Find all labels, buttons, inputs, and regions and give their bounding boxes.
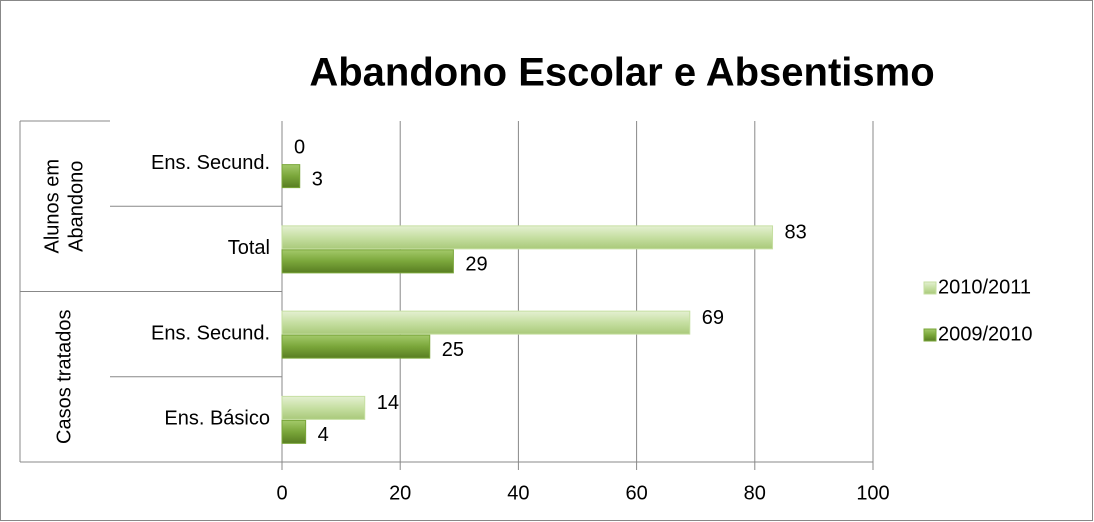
bar: [281, 225, 774, 250]
value-label: 3: [312, 168, 323, 190]
x-tick-label: 0: [276, 482, 287, 504]
group-label: Alunos em: [41, 159, 63, 254]
y-tick-label: Total: [228, 237, 270, 259]
value-label: 0: [294, 136, 305, 158]
x-tick-label: 80: [744, 482, 766, 504]
bar: [281, 310, 691, 335]
bar: [281, 164, 301, 189]
bar: [281, 419, 307, 444]
value-label: 83: [785, 222, 807, 244]
bar: [281, 334, 431, 359]
group-label: Casos tratados: [53, 309, 75, 444]
value-label: 29: [465, 254, 487, 276]
legend-label: 2010/2011: [938, 276, 1031, 298]
legend-swatch: [923, 281, 937, 295]
legend-label: 2009/2010: [938, 323, 1033, 345]
bar: [281, 249, 454, 274]
value-label: 25: [442, 339, 464, 361]
y-tick-label: Ens. Secund.: [151, 152, 270, 174]
group-label: Abandono: [65, 161, 87, 252]
bar: [281, 395, 366, 420]
value-label: 14: [377, 392, 399, 414]
x-tick-label: 40: [507, 482, 529, 504]
x-tick-label: 60: [625, 482, 647, 504]
chart-title: Abandono Escolar e Absentismo: [309, 51, 934, 95]
x-tick-label: 20: [389, 482, 411, 504]
value-label: 69: [702, 307, 724, 329]
x-tick-label: 100: [856, 482, 889, 504]
y-tick-label: Ens. Secund.: [151, 322, 270, 344]
y-tick-label: Ens. Básico: [164, 408, 270, 430]
value-label: 4: [318, 424, 329, 446]
legend-swatch: [923, 328, 937, 342]
